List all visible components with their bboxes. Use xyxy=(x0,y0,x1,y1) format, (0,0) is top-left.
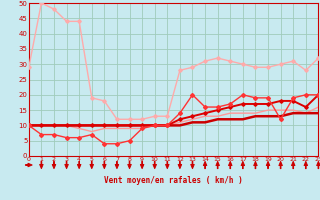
X-axis label: Vent moyen/en rafales ( km/h ): Vent moyen/en rafales ( km/h ) xyxy=(104,176,243,185)
